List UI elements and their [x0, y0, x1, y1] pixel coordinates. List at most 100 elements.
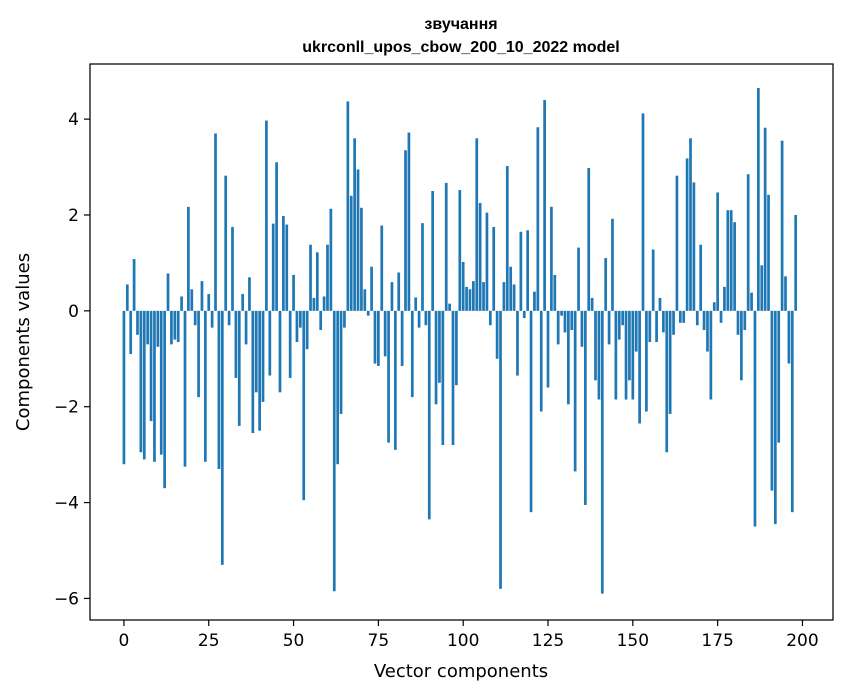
chart-title-line2: ukrconll_upos_cbow_200_10_2022 model [302, 39, 619, 56]
bar-45 [275, 162, 278, 311]
bar-23 [200, 281, 204, 311]
bar-133 [573, 310, 577, 472]
bar-48 [285, 224, 289, 311]
bar-176 [719, 310, 723, 323]
bar-9 [153, 310, 156, 462]
bar-157 [655, 310, 658, 342]
bar-152 [638, 310, 641, 424]
bar-108 [488, 310, 492, 326]
bar-41 [261, 310, 265, 402]
bar-195 [784, 276, 787, 311]
bar-132 [570, 310, 574, 331]
bar-174 [712, 302, 716, 311]
bar-1 [125, 284, 129, 311]
bar-159 [662, 310, 665, 333]
bar-8 [149, 310, 153, 422]
bar-120 [529, 310, 533, 513]
bar-106 [482, 282, 485, 311]
y-axis: −6 −4 −2 0 2 4 [54, 110, 90, 609]
bar-70 [360, 207, 363, 311]
bar-32 [231, 226, 234, 311]
bar-177 [723, 286, 726, 311]
bar-20 [190, 289, 194, 311]
bar-131 [567, 310, 570, 405]
bar-122 [536, 127, 540, 311]
bar-39 [254, 310, 258, 393]
bar-173 [709, 310, 713, 400]
bar-165 [682, 310, 686, 323]
x-tick-label: 175 [701, 631, 733, 651]
bar-168 [692, 182, 696, 311]
bar-34 [237, 310, 241, 426]
bar-119 [526, 230, 530, 311]
bar-189 [763, 127, 767, 311]
bar-183 [743, 310, 747, 331]
bar-172 [706, 310, 709, 352]
bar-196 [787, 310, 791, 364]
bar-182 [740, 310, 743, 381]
bar-121 [533, 291, 536, 311]
bar-25 [207, 294, 211, 311]
bar-37 [248, 277, 251, 311]
bar-97 [451, 310, 455, 446]
bar-44 [271, 223, 275, 311]
bar-160 [665, 310, 669, 453]
bar-136 [583, 310, 587, 505]
bar-180 [733, 222, 736, 311]
bar-184 [746, 174, 750, 311]
bar-128 [556, 310, 560, 345]
bar-95 [444, 182, 448, 311]
bar-82 [400, 310, 404, 366]
bar-56 [312, 297, 316, 311]
bar-125 [546, 310, 550, 388]
bar-60 [326, 244, 329, 311]
x-tick-label: 25 [198, 631, 220, 651]
bar-51 [295, 310, 299, 342]
bar-59 [322, 296, 326, 311]
bar-94 [441, 310, 445, 446]
bar-103 [472, 281, 475, 311]
bar-43 [268, 310, 272, 376]
bar-151 [634, 310, 638, 352]
bar-64 [339, 310, 343, 414]
bar-87 [417, 310, 421, 328]
bar-139 [594, 310, 597, 381]
bar-46 [278, 310, 282, 393]
bar-71 [363, 289, 367, 311]
bar-80 [393, 310, 397, 450]
bar-12 [163, 310, 166, 489]
bar-57 [315, 252, 319, 311]
bar-92 [434, 310, 438, 405]
bar-83 [404, 150, 407, 311]
bar-163 [675, 175, 679, 311]
bar-38 [251, 310, 255, 434]
bar-161 [668, 310, 672, 414]
bar-167 [689, 138, 692, 311]
bar-11 [159, 310, 163, 455]
bar-81 [397, 272, 401, 311]
x-axis: 0 25 50 75 100 125 150 175 200 [119, 620, 819, 651]
y-tick-label: 4 [68, 110, 79, 130]
bar-162 [672, 310, 675, 335]
bar-35 [241, 294, 245, 311]
bar-65 [343, 310, 346, 328]
bar-52 [298, 310, 302, 328]
bar-42 [265, 120, 268, 311]
x-tick-label: 125 [532, 631, 564, 651]
bar-49 [288, 310, 292, 378]
y-tick-label: −2 [54, 398, 79, 418]
bar-73 [370, 266, 373, 311]
bar-53 [302, 310, 306, 501]
x-tick-label: 0 [119, 631, 130, 651]
bar-135 [580, 310, 584, 347]
bar-153 [641, 113, 645, 311]
bar-89 [424, 310, 428, 326]
bar-146 [617, 310, 621, 340]
bar-17 [180, 296, 183, 311]
bar-7 [146, 310, 150, 345]
bar-191 [770, 310, 774, 491]
bar-0 [122, 310, 126, 465]
x-tick-label: 150 [617, 631, 649, 651]
bar-68 [353, 138, 356, 311]
bar-197 [790, 310, 794, 513]
